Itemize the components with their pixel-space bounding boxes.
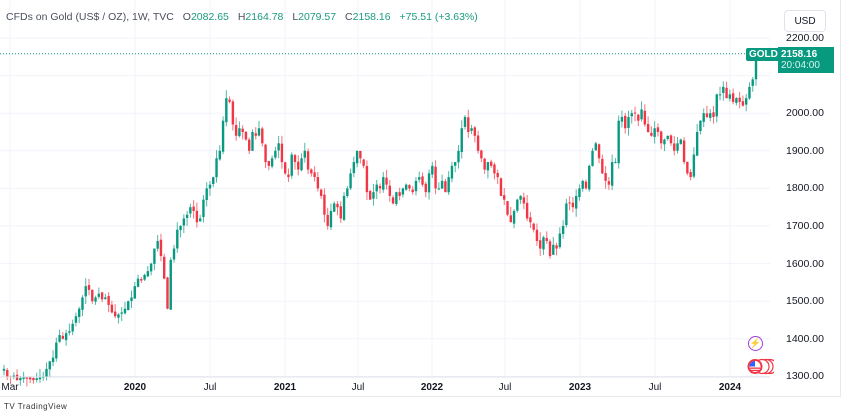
axis-divider: [840, 0, 841, 397]
us-economic-events-icon[interactable]: [746, 358, 774, 375]
last-price-tag: 2158.16 20:04:00: [778, 47, 834, 73]
candlestick-plot[interactable]: [0, 0, 840, 397]
time-tick-label: Jul: [648, 382, 662, 393]
price-tick-label: 1600.00: [786, 257, 824, 270]
close-value: 2158.16: [352, 11, 391, 23]
price-tick-label: 1400.00: [786, 332, 824, 345]
close-label: C: [345, 11, 353, 23]
lightning-event-icon[interactable]: ⚡: [748, 336, 763, 351]
currency-button[interactable]: USD: [784, 10, 826, 32]
bar-countdown: 20:04:00: [781, 60, 820, 71]
open-label: O: [182, 11, 191, 23]
price-tick-label: 1300.00: [786, 370, 824, 383]
time-tick-label: Jul: [498, 382, 512, 393]
price-tick-label: 2200.00: [786, 32, 824, 44]
time-tick-label: 2024: [718, 382, 742, 393]
high-label: H: [237, 11, 246, 23]
low-label: L: [292, 11, 299, 23]
time-tick-label: 2021: [273, 382, 297, 393]
change-value: +75.51 (+3.63%): [399, 11, 478, 23]
price-tick-label: 1900.00: [786, 144, 824, 157]
symbol-legend: CFDs on Gold (US$ / OZ), 1W, TVC O2082.6…: [6, 11, 478, 23]
high-value: 2164.78: [245, 11, 284, 23]
price-tick-label: 1800.00: [786, 182, 824, 195]
time-tick-label: Jul: [351, 382, 365, 393]
price-tick-label: 1700.00: [786, 220, 824, 232]
last-price: 2158.16: [781, 49, 818, 60]
time-tick-label: Mar: [1, 382, 19, 393]
time-tick-label: 2023: [568, 382, 592, 393]
open-value: 2082.65: [190, 11, 229, 23]
bottom-divider: [0, 396, 840, 397]
price-tick-label: 2000.00: [786, 107, 824, 120]
time-tick-label: Jul: [203, 382, 217, 393]
time-tick-label: 2022: [420, 382, 444, 393]
tradingview-logo: TV TradingView: [4, 402, 68, 411]
ticker-tag: GOLD: [746, 48, 781, 61]
price-tick-label: 1500.00: [786, 295, 824, 308]
low-value: 2079.57: [298, 11, 337, 23]
symbol-title: CFDs on Gold (US$ / OZ), 1W, TVC: [6, 11, 174, 23]
time-tick-label: 2020: [123, 382, 147, 393]
